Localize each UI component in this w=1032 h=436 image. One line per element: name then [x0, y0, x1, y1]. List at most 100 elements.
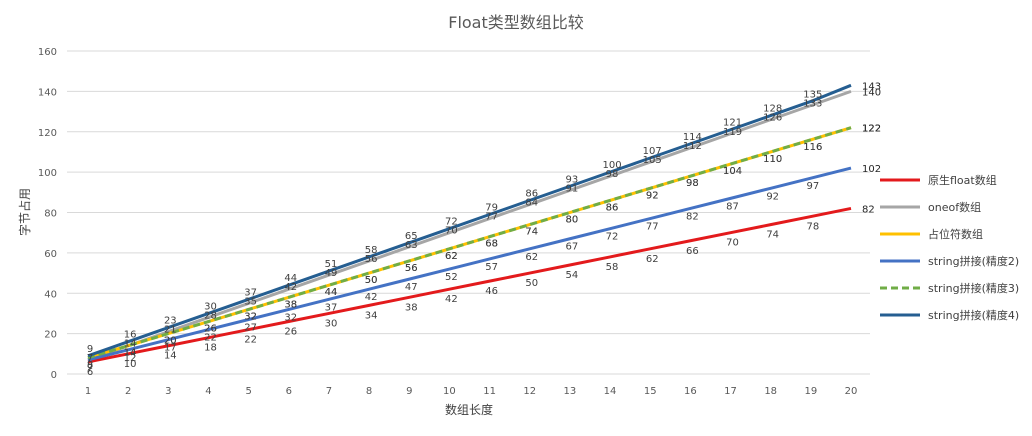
y-tick-label: 80 — [44, 209, 57, 220]
data-label: 49 — [325, 268, 338, 279]
x-tick-label: 20 — [845, 386, 858, 397]
data-label: 67 — [566, 242, 579, 253]
data-label: 56 — [405, 263, 418, 274]
data-label: 32 — [244, 311, 257, 322]
x-tick-label: 11 — [483, 386, 496, 397]
x-tick-label: 2 — [125, 386, 131, 397]
legend-label: string拼接(精度4) — [928, 308, 1019, 322]
data-label: 44 — [325, 287, 338, 298]
data-label: 62 — [445, 251, 458, 262]
data-label: 6 — [87, 367, 93, 378]
data-label: 58 — [606, 262, 619, 273]
y-tick-label: 0 — [51, 370, 57, 381]
data-label: 38 — [405, 302, 418, 313]
x-tick-label: 13 — [564, 386, 577, 397]
x-tick-label: 12 — [523, 386, 536, 397]
data-label: 42 — [365, 292, 378, 303]
data-label: 122 — [862, 124, 881, 135]
data-label: 70 — [726, 238, 739, 249]
data-label: 22 — [244, 335, 257, 346]
x-tick-label: 14 — [604, 386, 617, 397]
data-label: 98 — [606, 169, 619, 180]
data-label: 8 — [87, 360, 93, 371]
x-tick-label: 4 — [205, 386, 211, 397]
data-label: 78 — [806, 222, 819, 233]
x-tick-label: 6 — [286, 386, 292, 397]
data-label: 56 — [405, 263, 418, 274]
data-label: 140 — [862, 87, 881, 98]
data-label: 14 — [124, 348, 137, 359]
data-label: 79 — [485, 203, 498, 214]
y-tick-label: 20 — [44, 330, 57, 341]
x-axis-title: 数组长度 — [445, 402, 493, 417]
data-label: 84 — [525, 197, 538, 208]
data-label: 91 — [566, 183, 579, 194]
data-label: 23 — [164, 316, 177, 327]
data-label: 30 — [325, 318, 338, 329]
data-label: 14 — [164, 351, 177, 362]
y-tick-label: 40 — [44, 289, 57, 300]
y-tick-label: 60 — [44, 249, 57, 260]
data-label: 9 — [87, 344, 93, 355]
data-label: 92 — [766, 191, 779, 202]
data-label: 30 — [204, 301, 217, 312]
data-label: 72 — [445, 217, 458, 228]
x-tick-label: 18 — [764, 386, 777, 397]
data-label: 62 — [646, 254, 659, 265]
data-label: 42 — [445, 294, 458, 305]
data-label: 62 — [525, 252, 538, 263]
data-label: 98 — [686, 178, 699, 189]
y-tick-label: 100 — [38, 168, 57, 179]
data-label: 10 — [124, 359, 137, 370]
data-label: 68 — [485, 239, 498, 250]
x-tick-label: 9 — [406, 386, 412, 397]
data-label: 86 — [606, 202, 619, 213]
data-label: 14 — [124, 339, 137, 350]
legend-label: 占位符数组 — [928, 227, 983, 241]
data-label: 116 — [803, 142, 822, 153]
data-label: 107 — [643, 146, 662, 157]
x-tick-label: 10 — [443, 386, 456, 397]
data-label: 58 — [365, 245, 378, 256]
series-line — [87, 206, 852, 364]
x-tick-label: 7 — [326, 386, 332, 397]
data-label: 128 — [763, 104, 782, 115]
legend-label: string拼接(精度2) — [928, 254, 1019, 268]
data-label: 77 — [646, 222, 659, 233]
data-label: 37 — [244, 287, 257, 298]
data-label: 97 — [806, 181, 819, 192]
data-label: 35 — [244, 296, 257, 307]
y-tick-label: 140 — [38, 87, 57, 98]
gridlines — [67, 50, 870, 375]
data-label: 110 — [763, 154, 782, 165]
data-label: 47 — [405, 282, 418, 293]
data-label: 135 — [803, 89, 822, 100]
data-label: 28 — [204, 310, 217, 321]
data-label: 32 — [284, 312, 297, 323]
data-label: 46 — [485, 286, 498, 297]
data-label: 74 — [525, 227, 538, 238]
data-label: 116 — [803, 142, 822, 153]
data-label: 110 — [763, 154, 782, 165]
data-label: 82 — [862, 204, 875, 215]
data-label: 21 — [164, 325, 177, 336]
data-label: 86 — [606, 202, 619, 213]
series-line — [87, 83, 852, 358]
data-label: 65 — [405, 231, 418, 242]
data-label: 16 — [124, 330, 137, 341]
y-tick-label: 160 — [38, 47, 57, 58]
data-label: 50 — [365, 275, 378, 286]
legend-label: 原生float数组 — [928, 173, 997, 187]
data-label: 74 — [766, 230, 779, 241]
data-label: 126 — [763, 113, 782, 124]
data-label: 50 — [365, 275, 378, 286]
data-label: 42 — [284, 282, 297, 293]
data-label: 114 — [683, 132, 702, 143]
data-label: 121 — [723, 118, 742, 129]
legend-label: string拼接(精度3) — [928, 281, 1019, 295]
data-label: 18 — [204, 343, 217, 354]
series-lines — [87, 83, 852, 364]
